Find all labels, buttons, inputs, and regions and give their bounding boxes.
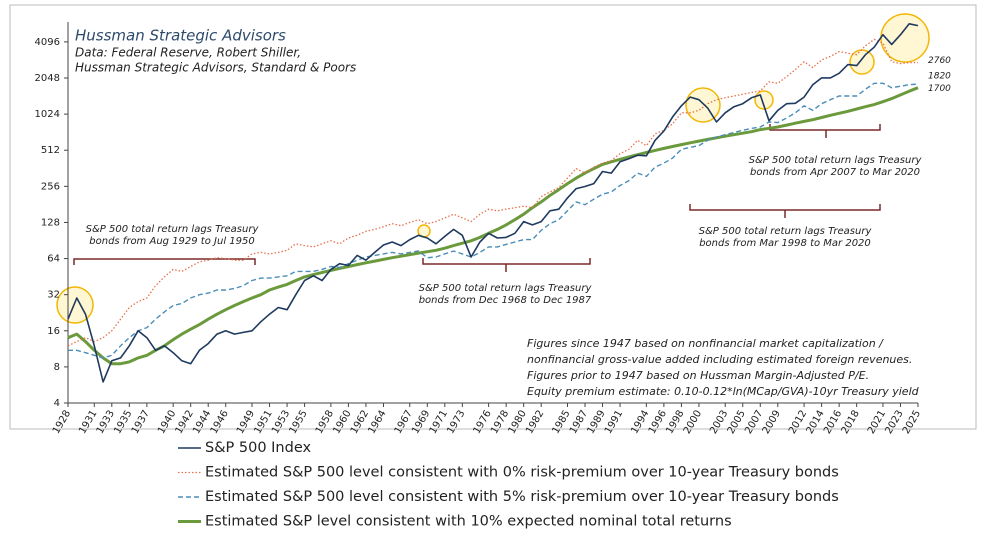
x-tick-label: 1973 bbox=[445, 409, 467, 437]
y-tick-label: 256 bbox=[41, 181, 60, 192]
annotation: S&P 500 total return lags Treasury bbox=[86, 224, 260, 235]
annotation: S&P 500 total return lags Treasury bbox=[699, 226, 873, 237]
note: nonfinancial gross-value added including… bbox=[527, 353, 912, 366]
y-tick-label: 4096 bbox=[35, 37, 60, 48]
y-tick-label: 32 bbox=[47, 290, 60, 301]
x-tick-label: 1955 bbox=[288, 409, 310, 437]
y-tick-label: 512 bbox=[41, 145, 60, 156]
end-label: 1820 bbox=[928, 72, 951, 82]
y-tick-label: 8 bbox=[54, 362, 60, 373]
note: Figures since 1947 based on nonfinancial… bbox=[527, 337, 884, 350]
end-label: 1700 bbox=[928, 84, 951, 94]
x-tick-label: 1928 bbox=[51, 409, 73, 437]
series-line bbox=[67, 23, 919, 383]
series-line bbox=[68, 82, 919, 359]
x-tick-label: 1946 bbox=[209, 409, 231, 437]
end-label: 2760 bbox=[928, 56, 951, 66]
bracket bbox=[73, 258, 256, 265]
legend-label: Estimated S&P 500 level consistent with … bbox=[205, 489, 839, 505]
x-tick-label: 2009 bbox=[761, 409, 783, 437]
chart-subtitle: Data: Federal Reserve, Robert Shiller, bbox=[75, 46, 301, 60]
annotation: bonds from Dec 1968 to Dec 1987 bbox=[419, 295, 592, 306]
bracket bbox=[689, 204, 881, 218]
annotation: S&P 500 total return lags Treasury bbox=[749, 155, 923, 166]
series-line bbox=[67, 86, 919, 366]
x-tick-label: 2018 bbox=[840, 409, 862, 437]
legend-label: Estimated S&P 500 level consistent with … bbox=[205, 465, 839, 481]
note: Equity premium estimate: 0.10-0.12*ln(MC… bbox=[527, 385, 920, 398]
highlight bbox=[56, 286, 94, 324]
series-line bbox=[67, 38, 919, 347]
annotation: bonds from Mar 1998 to Mar 2020 bbox=[699, 238, 871, 249]
x-tick-label: 1937 bbox=[130, 409, 152, 437]
highlight bbox=[685, 87, 721, 123]
highlight bbox=[849, 49, 875, 75]
y-tick-label: 64 bbox=[47, 254, 60, 265]
brackets bbox=[73, 124, 881, 272]
y-tick-label: 128 bbox=[41, 217, 60, 228]
legend-label: S&P 500 Index bbox=[205, 440, 311, 456]
highlight-circles bbox=[56, 13, 930, 324]
note: Figures prior to 1947 based on Hussman M… bbox=[527, 369, 869, 382]
bracket bbox=[422, 258, 591, 272]
annotation: bonds from Apr 2007 to Mar 2020 bbox=[750, 167, 920, 178]
y-tick-label: 4 bbox=[54, 398, 60, 409]
chart-frame bbox=[9, 4, 977, 430]
annotation: S&P 500 total return lags Treasury bbox=[419, 283, 593, 294]
x-tick-label: 1991 bbox=[603, 409, 625, 437]
x-tick-label: 1982 bbox=[524, 409, 546, 437]
annotation: bonds from Aug 1929 to Jul 1950 bbox=[89, 236, 254, 247]
chart-subtitle: Hussman Strategic Advisors, Standard & P… bbox=[75, 61, 356, 75]
x-tick-label: 1964 bbox=[366, 409, 388, 437]
chart-title: Hussman Strategic Advisors bbox=[75, 27, 286, 45]
y-tick-label: 2048 bbox=[35, 73, 60, 84]
x-tick-label: 2025 bbox=[901, 409, 923, 437]
x-tick-label: 2000 bbox=[682, 409, 704, 437]
y-tick-label: 16 bbox=[47, 326, 60, 337]
y-tick-label: 1024 bbox=[35, 109, 60, 120]
legend-label: Estimated S&P level consistent with 10% … bbox=[205, 514, 732, 530]
